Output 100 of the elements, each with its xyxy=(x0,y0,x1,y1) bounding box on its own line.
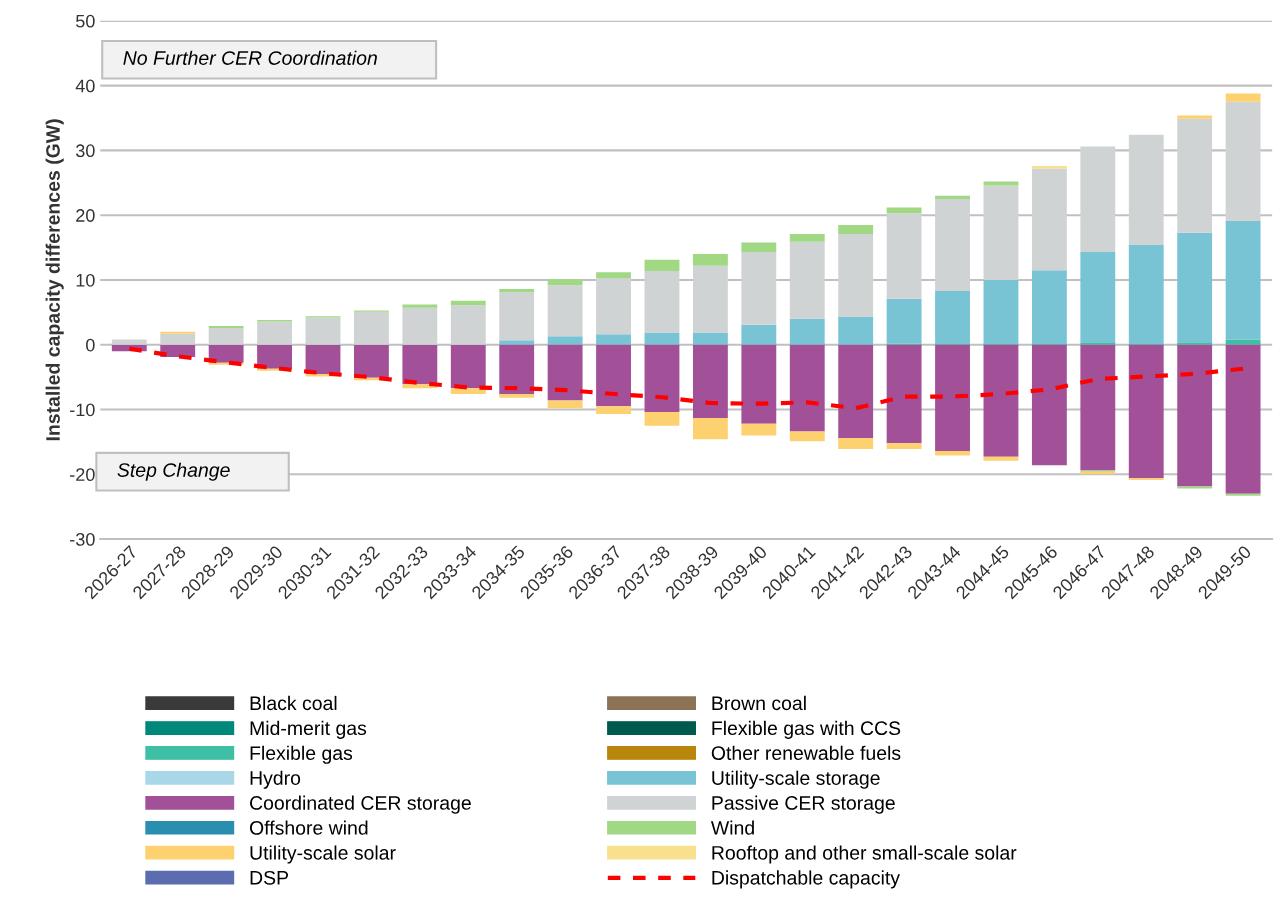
bar xyxy=(692,332,728,345)
bar xyxy=(160,333,196,345)
bar xyxy=(1177,232,1213,343)
bar xyxy=(450,344,486,389)
bar xyxy=(208,327,244,345)
bar xyxy=(692,417,728,440)
bar xyxy=(741,252,777,325)
bar xyxy=(499,393,535,398)
legend-label: Wind xyxy=(710,820,754,835)
legend-label: Utility-scale solar xyxy=(250,845,396,864)
bar xyxy=(547,400,583,409)
bar xyxy=(644,270,680,333)
bar xyxy=(1128,244,1164,345)
bar xyxy=(450,305,486,345)
bar xyxy=(838,344,874,439)
bar xyxy=(1177,344,1213,487)
bar xyxy=(1031,344,1067,466)
line-series xyxy=(127,346,1246,411)
bar xyxy=(596,272,631,279)
bar xyxy=(1177,118,1213,233)
bar xyxy=(886,298,922,344)
bar xyxy=(257,344,292,369)
bar xyxy=(983,344,1019,457)
bar xyxy=(499,292,535,341)
bar xyxy=(547,285,583,337)
bar xyxy=(547,336,583,345)
legend-label: Brown coal xyxy=(712,695,806,711)
bar xyxy=(353,311,389,345)
bar xyxy=(886,344,922,444)
bar xyxy=(596,344,631,407)
bar xyxy=(499,340,535,345)
legend-label: Rooftop and other small-scale solar xyxy=(712,845,1017,864)
bar xyxy=(838,233,874,317)
y-tick-label: 20 xyxy=(76,209,95,222)
bar xyxy=(741,423,777,436)
bar xyxy=(305,317,341,345)
bar xyxy=(1080,342,1116,345)
bar xyxy=(886,207,922,214)
bar xyxy=(789,318,825,345)
legend-label: Hydro xyxy=(250,770,301,789)
legend-label: Dispatchable capacity xyxy=(712,870,900,889)
bar xyxy=(935,198,970,291)
bar xyxy=(1225,344,1261,494)
bar xyxy=(499,289,535,293)
legend-label: Offshore wind xyxy=(249,820,368,835)
bar xyxy=(1177,342,1213,345)
bar xyxy=(1031,270,1067,345)
bar xyxy=(402,307,438,345)
bar xyxy=(402,304,438,308)
legend-label: Utility-scale storage xyxy=(712,770,880,789)
bar xyxy=(1225,101,1261,222)
bar xyxy=(1177,115,1213,119)
bar xyxy=(1225,339,1261,345)
annotation: No Further CER Coordination xyxy=(123,50,377,65)
bar xyxy=(789,344,825,432)
legend-label: Flexible gas with CCS xyxy=(712,720,901,739)
legend-label: DSP xyxy=(250,870,289,885)
bar xyxy=(983,181,1019,186)
bar xyxy=(596,278,631,335)
bar xyxy=(1080,252,1116,343)
y-tick-label: 10 xyxy=(76,273,95,287)
bar xyxy=(838,316,874,345)
bar xyxy=(1225,93,1261,102)
legend-label: Other renewable fuels xyxy=(711,745,901,760)
bar xyxy=(741,344,777,424)
bar xyxy=(547,279,583,286)
bar xyxy=(983,456,1019,461)
bar xyxy=(644,412,680,426)
bar xyxy=(692,265,728,333)
y-tick-label: 40 xyxy=(75,79,95,93)
bar xyxy=(402,344,438,385)
bar xyxy=(257,321,292,345)
bar xyxy=(596,406,631,415)
bar xyxy=(644,259,680,271)
bar xyxy=(838,438,874,450)
bar xyxy=(789,431,825,442)
bar xyxy=(983,185,1019,280)
bar xyxy=(886,443,922,450)
bar xyxy=(1031,168,1067,271)
bar xyxy=(692,344,728,418)
y-axis-title: Installed capacity differences (GW) xyxy=(45,119,64,441)
bar xyxy=(741,324,777,345)
bar xyxy=(208,344,244,363)
y-tick-label: 30 xyxy=(75,144,95,158)
bar xyxy=(1225,221,1261,340)
bar xyxy=(644,344,680,413)
legend-label: Mid-merit gas xyxy=(250,720,367,739)
bar xyxy=(1031,165,1067,169)
bar xyxy=(111,339,147,345)
bar xyxy=(789,241,825,319)
legend-label: Coordinated CER storage xyxy=(250,795,471,814)
legend-label: Passive CER storage xyxy=(712,795,895,814)
y-tick-label: -10 xyxy=(70,403,95,417)
bar xyxy=(983,279,1019,345)
bar xyxy=(596,334,631,345)
legend-label: Black coal xyxy=(250,695,337,711)
bar xyxy=(935,450,970,456)
bar xyxy=(789,233,825,242)
bar xyxy=(935,195,970,199)
bar xyxy=(1080,146,1116,253)
